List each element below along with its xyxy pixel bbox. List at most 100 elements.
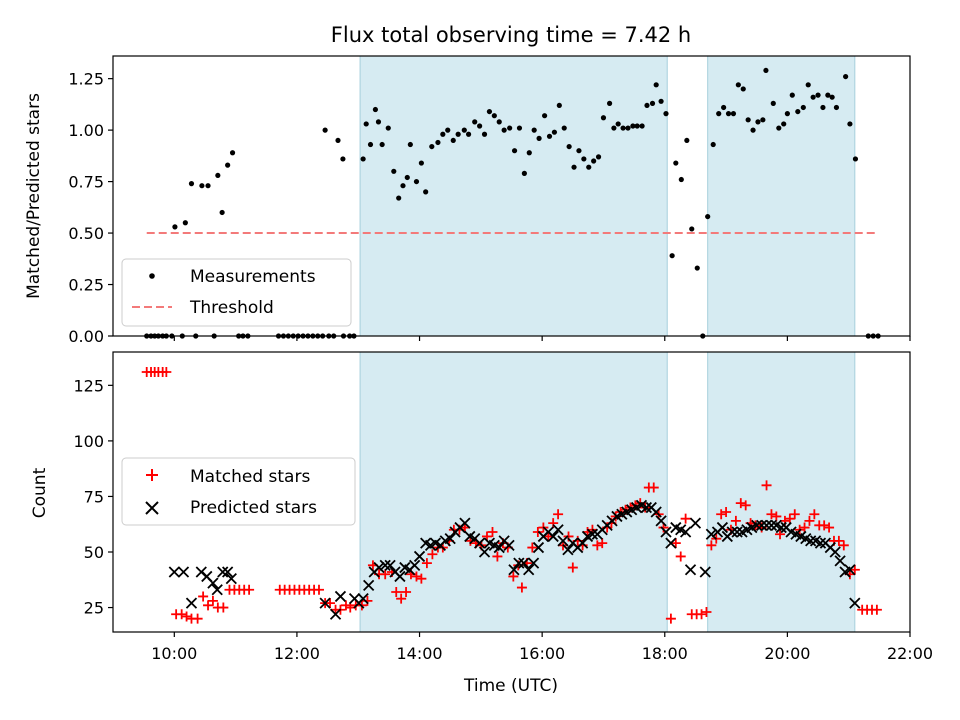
x-tick-label: 10:00: [151, 644, 197, 663]
measurements-point: [335, 137, 341, 144]
matched-stars-point: [567, 562, 578, 573]
predicted-stars-point: [379, 559, 391, 571]
measurements-point: [556, 102, 562, 109]
measurements-point: [649, 100, 656, 106]
matched-stars-point: [824, 522, 835, 533]
measurements-point: [763, 67, 769, 74]
measurements-point: [566, 143, 572, 150]
predicted-stars-point: [576, 537, 589, 549]
predicted-stars-point: [665, 537, 677, 549]
measurements-point: [745, 117, 751, 123]
measurements-point: [481, 131, 488, 137]
predicted-stars-point: [459, 517, 471, 529]
matched-stars-point: [735, 498, 746, 509]
bottom-panel-ticks: 10:00 12:00 14:00 16:00 18:00 20:00 22:00 25 50 7…: [73, 376, 933, 663]
matched-stars-point: [761, 480, 772, 491]
measurements-point: [740, 86, 746, 92]
measurements-point: [418, 160, 424, 166]
measurements-point: [776, 125, 782, 131]
measurements-point: [634, 123, 640, 129]
measurements-point: [205, 183, 211, 189]
matched-stars-point: [340, 600, 351, 611]
top-legend: Measurements Threshold: [121, 258, 352, 327]
predicted-stars-point: [805, 535, 817, 547]
bottom-legend-box: [121, 457, 356, 526]
predicted-stars-point: [689, 517, 702, 529]
matched-stars-point: [775, 529, 786, 540]
predicted-stars-point: [562, 544, 574, 556]
measurements-point: [188, 181, 195, 187]
matched-stars-point: [527, 542, 538, 553]
measurements-point: [531, 127, 537, 133]
predicted-stars-point: [334, 590, 347, 603]
matched-stars-point: [396, 593, 407, 604]
legend-predicted-label: Predicted stars: [190, 498, 317, 518]
predicted-stars-point: [586, 528, 599, 540]
measurements-point: [413, 178, 420, 185]
matched-stars-point: [597, 538, 608, 549]
measurements-point: [847, 121, 853, 127]
matched-stars-point: [730, 515, 741, 526]
predicted-stars-point: [814, 537, 827, 549]
predicted-stars-point: [527, 557, 540, 569]
matched-stars-point: [675, 551, 686, 562]
y-tick-label: 50: [84, 543, 104, 562]
matched-stars-point: [421, 558, 432, 569]
bottom-panel: 10:00 12:00 14:00 16:00 18:00 20:00 22:00 25 50 7…: [30, 351, 933, 696]
top-panel-shaded-intervals: [359, 55, 856, 337]
measurements-point: [795, 108, 801, 115]
measurements-point: [770, 100, 776, 106]
predicted-stars-point: [655, 515, 667, 527]
predicted-stars-point: [731, 526, 743, 538]
measurements-point: [721, 104, 727, 111]
measurements-point: [781, 121, 787, 127]
measurements-point: [521, 170, 527, 176]
measurements-point: [620, 125, 626, 131]
measurements-point: [716, 111, 722, 117]
matched-stars-point: [325, 598, 336, 609]
matched-stars-point: [427, 549, 438, 560]
matched-stars-point: [706, 540, 717, 551]
measurements-point: [730, 111, 737, 117]
measurements-point: [829, 94, 835, 100]
measurements-point: [546, 133, 553, 139]
top-panel-series: [144, 67, 881, 339]
predicted-stars-point: [518, 557, 530, 569]
predicted-stars-point: [222, 566, 234, 578]
measurements-point: [669, 253, 675, 259]
measurements-point: [225, 162, 231, 168]
x-tick-label: 12:00: [274, 644, 320, 663]
measurements-point: [199, 183, 205, 189]
matched-stars-point: [849, 564, 860, 575]
legend-matched-marker: [146, 469, 158, 481]
measurements-point: [755, 119, 761, 125]
matched-stars-point: [401, 587, 412, 597]
measurements-point: [576, 148, 582, 154]
measurements-point: [611, 125, 617, 131]
measurements-point: [363, 121, 369, 127]
measurements-point: [705, 213, 711, 220]
matched-stars-point: [203, 600, 214, 611]
measurements-point: [789, 92, 795, 98]
measurements-point: [678, 176, 684, 183]
y-tick-label: 0.50: [68, 224, 104, 243]
measurements-point: [465, 131, 472, 137]
predicted-stars-point: [408, 559, 421, 571]
measurements-point: [710, 141, 716, 148]
top-panel-frame: [112, 55, 911, 337]
predicted-stars-point: [225, 573, 237, 585]
predicted-stars-point: [679, 526, 692, 538]
measurements-point: [491, 113, 497, 119]
measurements-point: [391, 168, 397, 174]
measurements-point: [429, 143, 435, 150]
measurements-point: [340, 156, 346, 162]
matched-stars-point: [492, 551, 503, 562]
predicted-stars-point: [650, 506, 662, 518]
matched-stars-point: [161, 367, 172, 377]
measurements-point: [445, 127, 451, 133]
measurements-point: [440, 131, 446, 137]
measurements-point: [735, 82, 741, 88]
y-tick-label: 1.25: [68, 70, 104, 89]
measurements-point: [229, 150, 236, 156]
matched-stars-point: [665, 613, 676, 624]
